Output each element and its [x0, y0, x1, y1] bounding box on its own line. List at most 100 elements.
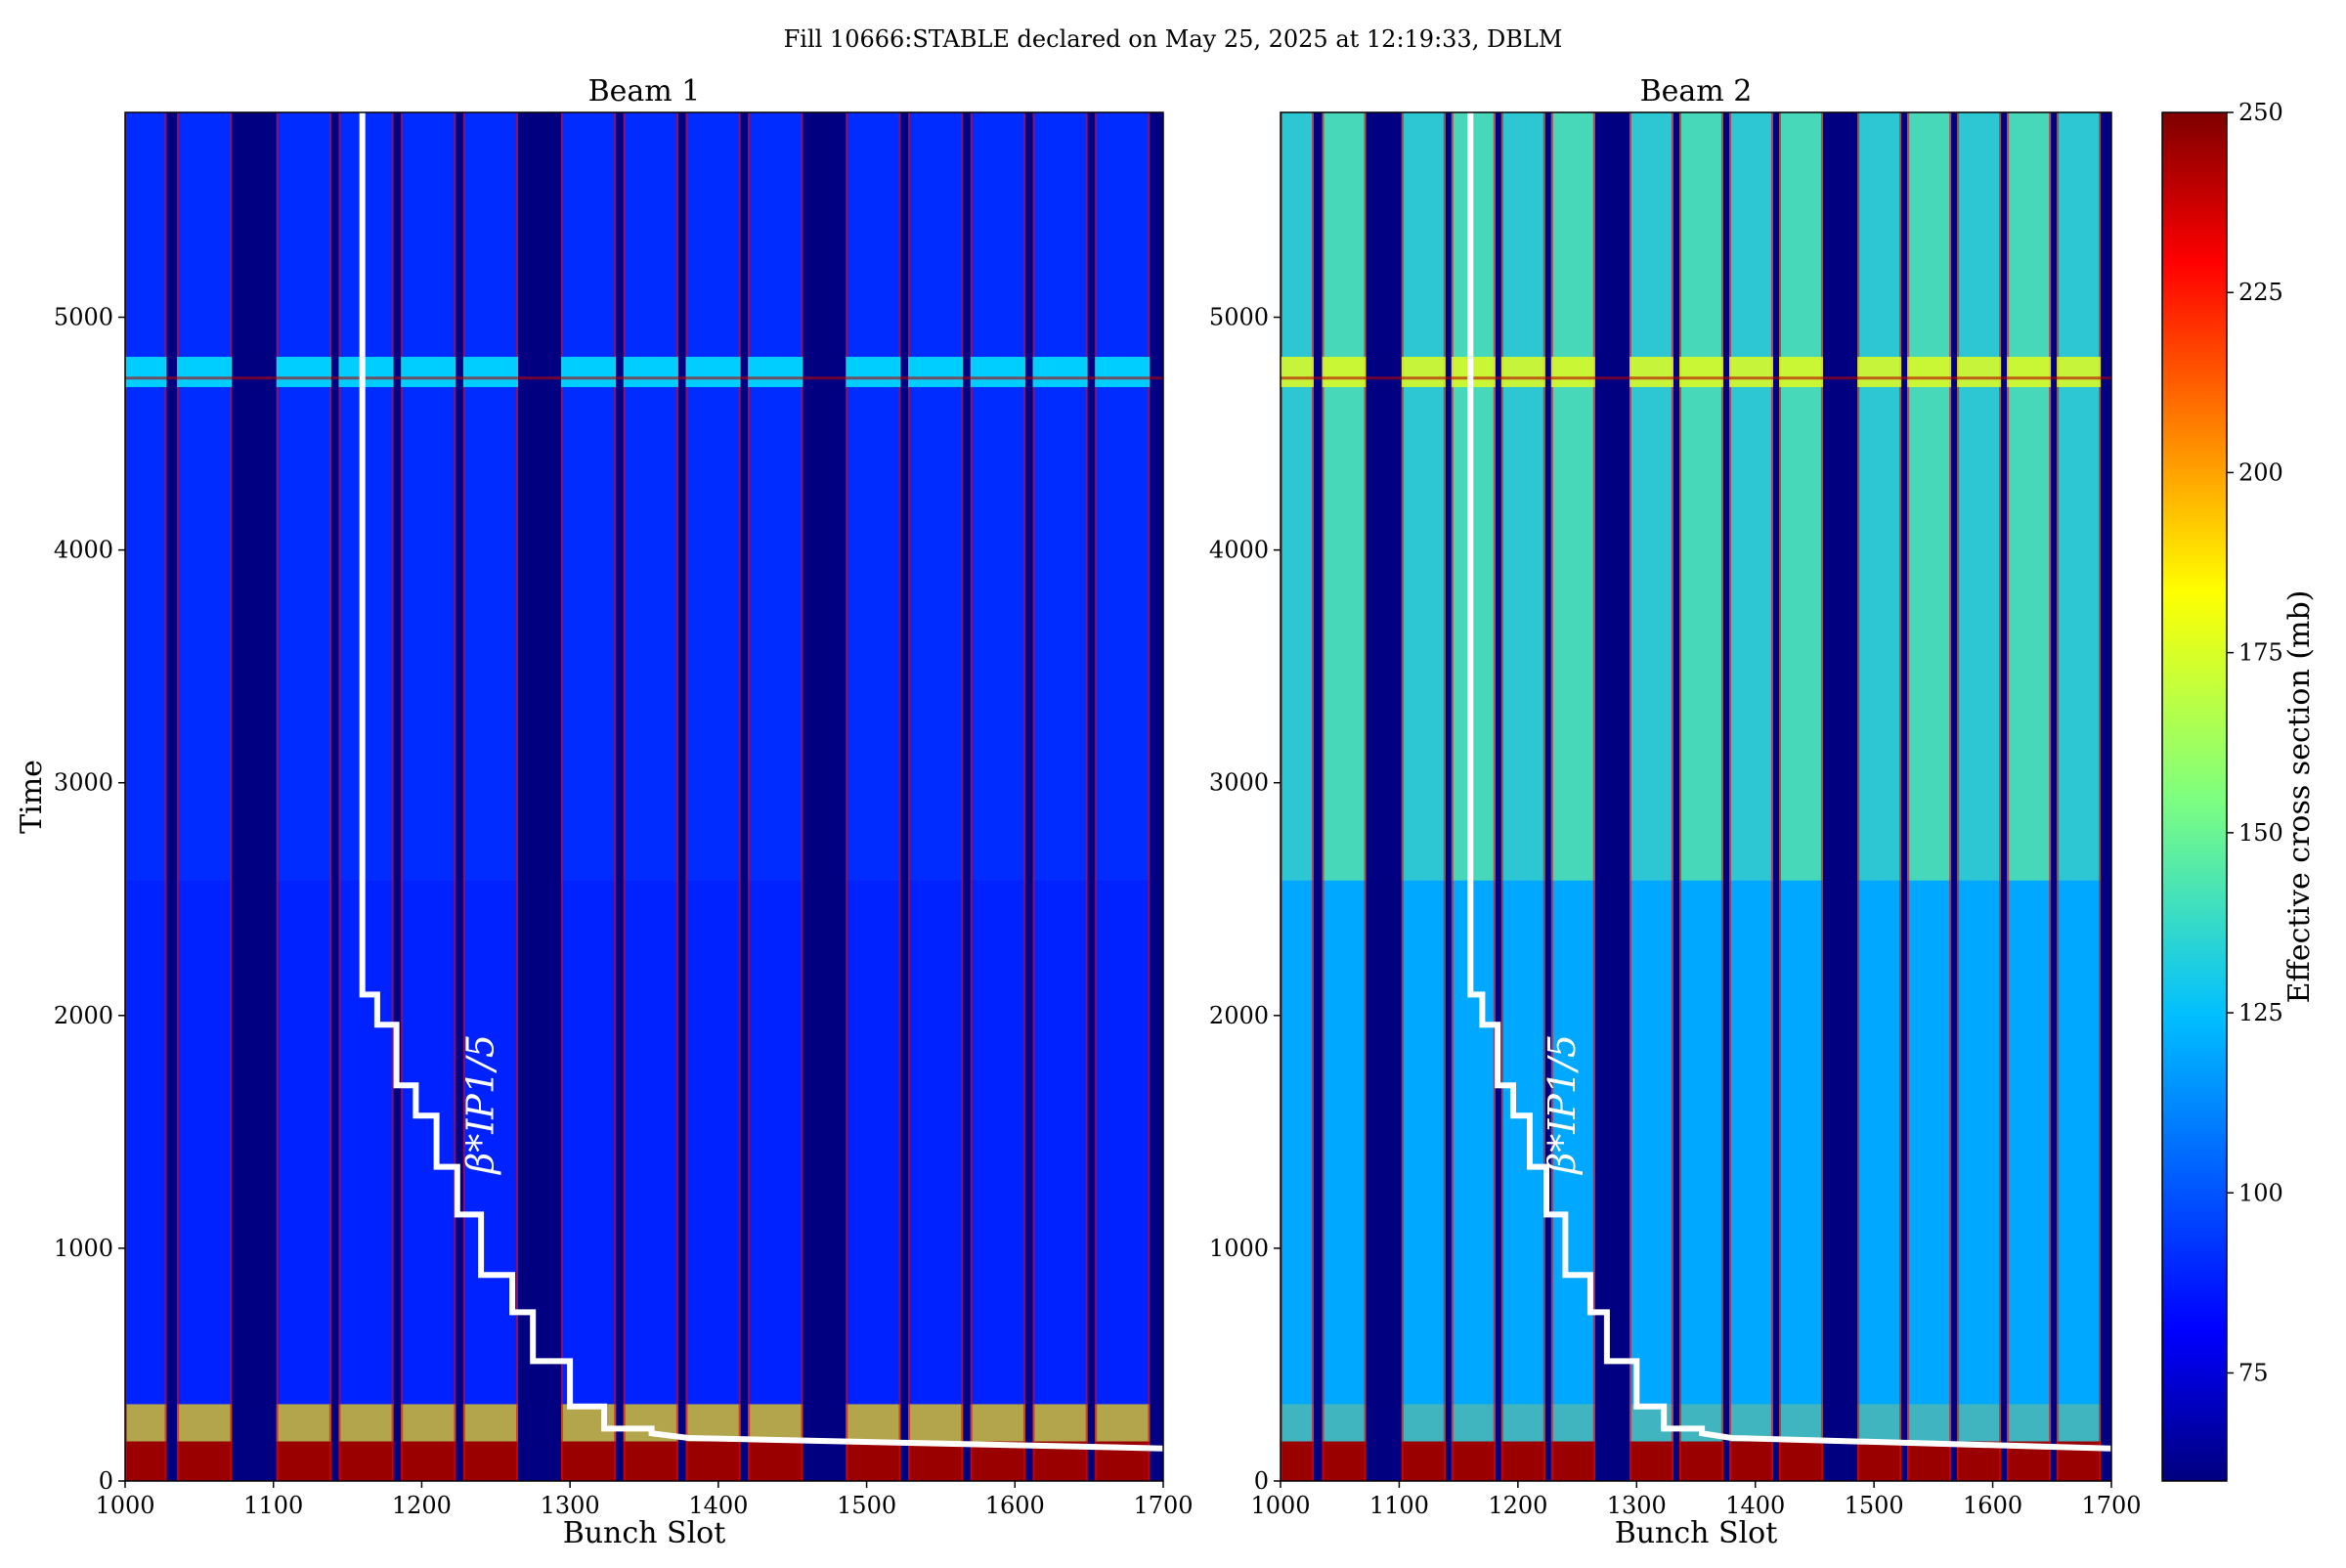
train-initial-losses — [561, 1441, 617, 1481]
train-late-region — [1451, 112, 1496, 881]
train-late-region — [338, 112, 394, 881]
train-cells — [1281, 112, 1314, 1481]
train-late-region — [1779, 112, 1823, 881]
train-edge — [1022, 112, 1025, 1481]
train-cells — [846, 112, 901, 1481]
train-event-band — [1281, 357, 1314, 387]
train-cells — [561, 112, 617, 1481]
beta-star-curve — [1467, 112, 2112, 1452]
train-event-band — [846, 357, 901, 387]
train-edge — [1857, 112, 1860, 1481]
train-initial-losses — [685, 1441, 741, 1481]
train-early-losses — [276, 1404, 331, 1442]
train-event-band — [1857, 357, 1902, 387]
bunch-train — [401, 112, 456, 1481]
train-edge — [164, 112, 167, 1481]
colorbar-tick-label: 200 — [2238, 458, 2283, 486]
train-initial-losses — [462, 1441, 519, 1481]
bunch-train — [462, 112, 519, 1481]
bunch-train — [1281, 112, 1314, 1481]
train-late-region — [748, 112, 804, 881]
train-event-band — [970, 357, 1025, 387]
train-early-losses — [1550, 1404, 1595, 1442]
train-cells — [1032, 112, 1088, 1481]
x-tick-label: 1300 — [1607, 1492, 1667, 1519]
train-event-band — [2057, 357, 2102, 387]
train-event-band — [1779, 357, 1823, 387]
train-early-losses — [177, 1404, 233, 1442]
train-early-losses — [1500, 1404, 1545, 1442]
train-late-region — [1857, 112, 1902, 881]
train-late-region — [401, 112, 456, 881]
train-early-losses — [462, 1404, 519, 1442]
train-event-band — [561, 357, 617, 387]
bunch-train — [177, 112, 233, 1481]
train-edge — [1322, 112, 1325, 1481]
train-initial-losses — [1322, 1441, 1367, 1481]
train-edge — [1401, 112, 1404, 1481]
colorbar-tick-label: 125 — [2238, 999, 2283, 1026]
train-early-losses — [2007, 1404, 2052, 1442]
bunch-train — [1629, 112, 1673, 1481]
train-late-region — [1032, 112, 1088, 881]
train-edge — [2007, 112, 2010, 1481]
train-initial-losses — [1451, 1441, 1496, 1481]
train-cells — [623, 112, 678, 1481]
train-edge — [846, 112, 848, 1481]
train-initial-losses — [623, 1441, 678, 1481]
train-edge — [338, 112, 341, 1481]
train-late-region — [1957, 112, 2002, 881]
train-late-region — [276, 112, 331, 881]
train-late-region — [1907, 112, 1952, 881]
train-late-region — [462, 112, 519, 881]
beta-star-annotation: β*IP1/5 — [1541, 1034, 1584, 1176]
x-tick-label: 1500 — [837, 1492, 896, 1519]
train-edge — [1493, 112, 1496, 1481]
train-initial-losses — [1729, 1441, 1773, 1481]
x-tick-label: 1300 — [541, 1492, 600, 1519]
train-edge — [623, 112, 626, 1481]
train-event-band — [1907, 357, 1952, 387]
train-late-region — [1629, 112, 1673, 881]
train-late-region — [2057, 112, 2102, 881]
train-event-band — [685, 357, 741, 387]
train-initial-losses — [908, 1441, 964, 1481]
train-event-band — [2007, 357, 2052, 387]
train-early-losses — [1857, 1404, 1902, 1442]
train-initial-losses — [177, 1441, 233, 1481]
panel-title: Beam 2 — [1640, 74, 1753, 109]
train-edge — [1451, 112, 1454, 1481]
train-initial-losses — [748, 1441, 804, 1481]
x-tick-label: 1500 — [1845, 1492, 1904, 1519]
train-event-band — [1451, 357, 1496, 387]
y-tick-label: 1000 — [54, 1235, 113, 1262]
train-late-region — [561, 112, 617, 881]
train-edge — [1671, 112, 1673, 1481]
y-tick-label: 0 — [1254, 1467, 1269, 1495]
train-late-region — [846, 112, 901, 881]
train-edge — [177, 112, 180, 1481]
train-event-band — [1095, 357, 1151, 387]
train-edge — [401, 112, 404, 1481]
train-early-losses — [1957, 1404, 2002, 1442]
x-tick-label: 1400 — [688, 1492, 748, 1519]
train-initial-losses — [338, 1441, 394, 1481]
train-initial-losses — [846, 1441, 901, 1481]
train-early-losses — [1907, 1404, 1952, 1442]
colorbar-tick-label: 175 — [2238, 639, 2283, 667]
train-cells — [276, 112, 331, 1481]
train-early-losses — [561, 1404, 617, 1442]
train-edge — [1592, 112, 1595, 1481]
x-tick-label: 1000 — [95, 1492, 154, 1519]
train-event-band — [1550, 357, 1595, 387]
train-late-region — [685, 112, 741, 881]
train-cells — [908, 112, 964, 1481]
colorbar-tick-label: 150 — [2238, 819, 2283, 847]
train-edge — [685, 112, 688, 1481]
train-initial-losses — [1500, 1441, 1545, 1481]
train-event-band — [1729, 357, 1773, 387]
bunch-train — [1729, 112, 1773, 1481]
train-edge — [1542, 112, 1545, 1481]
train-late-region — [1679, 112, 1723, 881]
